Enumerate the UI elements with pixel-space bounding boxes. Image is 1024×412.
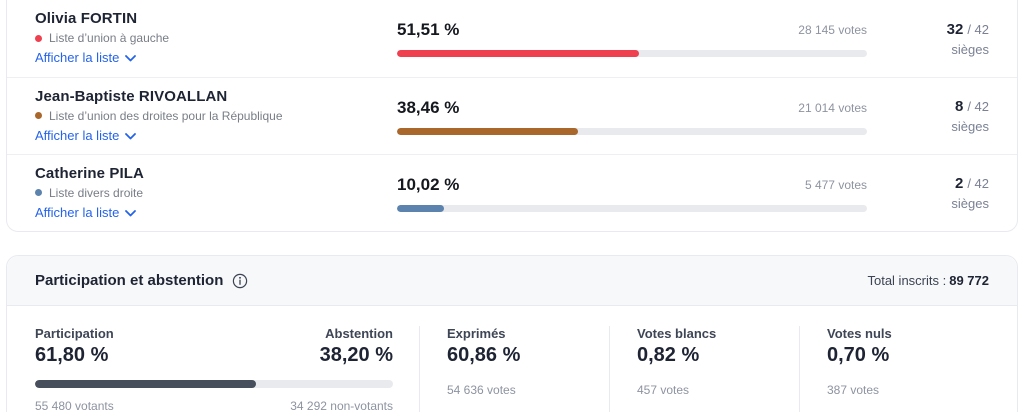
- candidate-row: Olivia FORTIN Liste d’union à gauche Aff…: [7, 0, 1017, 77]
- percent-value: 10,02 %: [397, 174, 460, 194]
- candidate-list-label: Liste d’union à gauche: [49, 31, 170, 45]
- result-bar: [397, 204, 867, 212]
- abstention-value: 38,20 %: [319, 344, 393, 366]
- chevron-down-icon: [125, 128, 137, 143]
- votes-nuls-label: Votes nuls: [827, 326, 892, 341]
- list-color-dot: [35, 34, 42, 42]
- votes-blancs-votes: 457 votes: [637, 383, 690, 397]
- result-bar: [397, 50, 867, 57]
- participation-bar: [35, 380, 393, 388]
- votes-count: 28 145 votes: [798, 23, 867, 37]
- seats-unit: sièges: [951, 119, 989, 134]
- percent-value: 51,51 %: [397, 20, 460, 39]
- votes-nuls-block: Votes nuls 0,70 % 387 votes: [799, 326, 989, 412]
- candidate-name: Jean-Baptiste RIVOALLAN: [35, 87, 228, 105]
- result-bar-fill: [397, 204, 445, 212]
- chevron-down-icon: [125, 205, 137, 220]
- participation-value: 61,80 %: [35, 344, 109, 366]
- votes-blancs-value: 0,82 %: [637, 344, 700, 366]
- candidate-list-label: Liste divers droite: [49, 185, 144, 200]
- chevron-down-icon: [125, 50, 137, 65]
- participation-header: Participation et abstention Total inscri…: [7, 256, 1017, 306]
- exprimes-value: 60,86 %: [447, 344, 521, 366]
- exprimes-label: Exprimés: [447, 326, 506, 341]
- seats-unit: sièges: [951, 196, 989, 211]
- votes-count: 21 014 votes: [798, 100, 867, 115]
- non-votants-count: 34 292 non-votants: [290, 399, 393, 412]
- candidate-row: Jean-Baptiste RIVOALLAN Liste d’union de…: [7, 77, 1017, 154]
- votes-blancs-block: Votes blancs 0,82 % 457 votes: [609, 326, 799, 412]
- candidate-name: Catherine PILA: [35, 164, 144, 182]
- show-list-link[interactable]: Afficher la liste: [35, 128, 137, 143]
- seats-won: 8: [954, 98, 964, 115]
- seats-total: / 42: [967, 176, 989, 191]
- votes-count: 5 477 votes: [804, 177, 867, 192]
- result-bar-fill: [397, 127, 578, 135]
- result-bar: [397, 127, 867, 135]
- seats-total: / 42: [967, 99, 989, 114]
- list-color-dot: [35, 112, 42, 119]
- list-color-dot: [35, 189, 42, 196]
- total-registered-value: 89 772: [949, 273, 989, 288]
- votes-blancs-label: Votes blancs: [637, 326, 717, 341]
- votes-nuls-votes: 387 votes: [827, 383, 880, 397]
- votants-count: 55 480 votants: [35, 399, 114, 412]
- results-card: Olivia FORTIN Liste d’union à gauche Aff…: [6, 0, 1018, 232]
- candidate-name: Olivia FORTIN: [35, 10, 138, 27]
- participation-title: Participation et abstention: [35, 272, 248, 289]
- info-icon[interactable]: [232, 273, 248, 289]
- participation-card: Participation et abstention Total inscri…: [6, 255, 1018, 412]
- abstention-label: Abstention: [325, 326, 393, 341]
- show-list-link[interactable]: Afficher la liste: [35, 50, 137, 65]
- participation-bar-fill: [35, 380, 257, 388]
- participation-abstention-block: Participation Abstention 61,80 % 38,20 %…: [35, 326, 419, 412]
- seats-unit: sièges: [951, 41, 989, 57]
- exprimes-votes: 54 636 votes: [447, 383, 516, 397]
- candidate-row: Catherine PILA Liste divers droite Affic…: [7, 154, 1017, 231]
- votes-nuls-value: 0,70 %: [827, 344, 890, 366]
- show-list-link[interactable]: Afficher la liste: [35, 205, 137, 220]
- exprimes-block: Exprimés 60,86 % 54 636 votes: [419, 326, 609, 412]
- percent-value: 38,46 %: [397, 97, 460, 117]
- seats-total: / 42: [967, 21, 989, 37]
- participation-label: Participation: [35, 326, 114, 341]
- candidate-list-label: Liste d’union des droites pour la Républ…: [49, 108, 283, 123]
- total-registered: Total inscrits :89 772: [867, 273, 989, 288]
- seats-won: 2: [954, 175, 964, 192]
- result-bar-fill: [397, 50, 640, 57]
- seats-won: 32: [946, 20, 964, 38]
